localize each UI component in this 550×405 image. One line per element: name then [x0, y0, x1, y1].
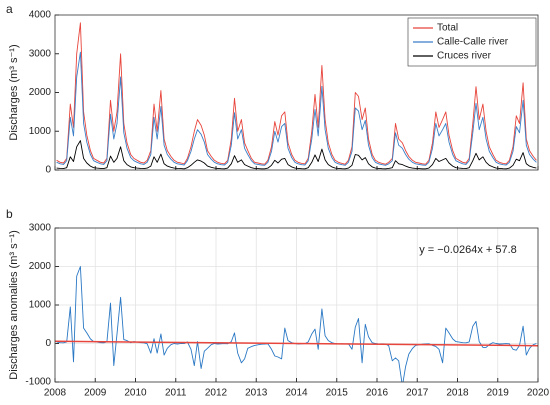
y-tick-label: 3000: [29, 48, 52, 59]
y-tick-label: 1000: [29, 126, 52, 137]
x-tick-label: 2012: [205, 388, 228, 399]
data-line: [56, 22, 537, 165]
x-tick-label: 2018: [446, 388, 469, 399]
x-tick-label: 2017: [406, 388, 429, 399]
y-tick-label: 0: [45, 165, 51, 176]
x-tick-label: 2016: [366, 388, 389, 399]
x-tick-label: 2013: [245, 388, 268, 399]
x-tick-label: 2014: [285, 388, 308, 399]
y-tick-label: 2000: [29, 261, 52, 272]
plot-area: [56, 22, 537, 170]
y-axis-label: Discharges anomalies (m³ s⁻¹): [8, 230, 20, 379]
y-tick-label: 4000: [29, 10, 52, 21]
panel-label: a: [6, 2, 13, 16]
x-tick-label: 2019: [487, 388, 510, 399]
x-tick-label: 2011: [165, 388, 187, 399]
plot-area: [55, 266, 538, 382]
y-tick-label: 3000: [29, 223, 52, 234]
legend-label: Cruces river: [437, 51, 492, 62]
data-line: [56, 140, 537, 170]
x-tick-label: 2015: [326, 388, 349, 399]
y-tick-label: 1000: [29, 300, 52, 311]
x-tick-label: 2020: [527, 388, 550, 399]
legend-label: Total: [437, 23, 458, 34]
y-tick-label: 2000: [29, 87, 52, 98]
y-axis-label: Discharges (m³ s⁻¹): [8, 44, 20, 140]
panel-label: b: [6, 207, 13, 221]
legend-label: Calle-Calle river: [437, 37, 509, 48]
axes-box: [54, 14, 539, 171]
x-tick-label: 2010: [124, 388, 147, 399]
x-tick-label: 2008: [44, 388, 67, 399]
axes-box: [54, 227, 539, 383]
y-tick-label: 0: [45, 338, 51, 349]
annotation: y = −0.0264x + 57.8: [419, 244, 517, 256]
x-tick-label: 2009: [84, 388, 107, 399]
data-line: [55, 340, 538, 347]
data-line: [56, 51, 537, 166]
y-tick-label: -1000: [25, 377, 51, 388]
